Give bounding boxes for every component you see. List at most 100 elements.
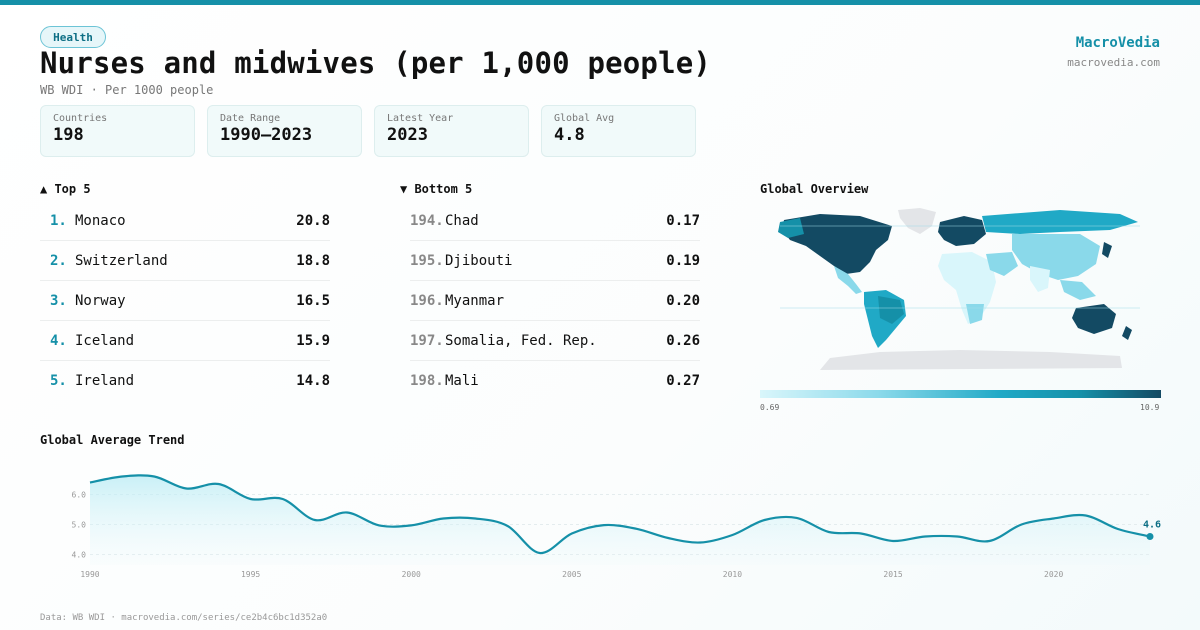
- trend-line: [89, 474, 1151, 555]
- southern-africa-region: [966, 304, 984, 324]
- list-item[interactable]: 3. Norway 16.5: [40, 281, 330, 321]
- trend-last-value: 4.6: [1143, 520, 1161, 531]
- stat-label: Date Range: [220, 113, 281, 124]
- country-name: Djibouti: [445, 252, 513, 269]
- africa-region: [938, 252, 996, 324]
- southeast-asia-region: [1060, 280, 1096, 300]
- asia-region: [1012, 234, 1100, 280]
- country-name: Myanmar: [445, 292, 505, 309]
- trend-area: [90, 475, 1150, 565]
- trend-chart[interactable]: 4.0 5.0 6.0 1990 1995 2000 2005 2010 2015 2020 4.6: [40, 455, 1170, 585]
- country-value: 0.19: [666, 252, 700, 269]
- antarctica-region: [820, 350, 1122, 370]
- y-tick-label: 6.0: [72, 491, 87, 500]
- country-value: 15.9: [296, 332, 330, 349]
- x-tick-label: 2020: [1044, 570, 1063, 579]
- x-tick-label: 1995: [241, 570, 260, 579]
- top5-heading: ▲ Top 5: [40, 182, 91, 196]
- country-value: 14.8: [296, 373, 330, 389]
- stat-card-date-range: Date Range 1990–2023: [207, 105, 362, 157]
- country-value: 0.20: [666, 292, 700, 309]
- stat-label: Global Avg: [554, 113, 615, 124]
- page-subtitle: WB WDI · Per 1000 people: [40, 83, 214, 97]
- page-title: Nurses and midwives (per 1,000 people): [40, 46, 712, 80]
- country-value: 16.5: [296, 292, 330, 309]
- country-name: Monaco: [75, 212, 126, 229]
- north-america-region: [782, 214, 892, 274]
- japan-region: [1102, 242, 1112, 258]
- brazil-region: [878, 296, 904, 324]
- list-item[interactable]: 5. Ireland 14.8: [40, 361, 330, 401]
- trend-endpoint: [1146, 533, 1154, 540]
- top-accent-bar: [0, 0, 1200, 5]
- rank-number: 195.: [410, 252, 444, 269]
- trend-heading: Global Average Trend: [40, 433, 185, 447]
- middle-east-region: [986, 252, 1018, 276]
- category-tag[interactable]: Health: [40, 26, 106, 48]
- stat-value: 1990–2023: [220, 125, 313, 145]
- australia-region: [1072, 304, 1116, 334]
- russia-region: [982, 210, 1138, 234]
- list-item[interactable]: 194. Chad 0.17: [410, 201, 700, 241]
- rank-number: 198.: [410, 373, 444, 389]
- country-value: 0.26: [666, 332, 700, 349]
- country-value: 0.17: [666, 212, 700, 229]
- rank-number: 5.: [50, 373, 67, 389]
- brand-url[interactable]: macrovedia.com: [1067, 56, 1160, 69]
- stat-value: 4.8: [554, 125, 585, 145]
- europe-region: [938, 216, 986, 246]
- map-legend-bar: [760, 390, 1161, 398]
- legend-max-label: 10.9: [1140, 403, 1160, 412]
- rank-number: 4.: [50, 332, 67, 349]
- stat-value: 198: [53, 125, 84, 145]
- legend-min-label: 0.69: [760, 403, 780, 412]
- bottom5-list: 194. Chad 0.17 195. Djibouti 0.19 196. M…: [410, 201, 700, 401]
- country-value: 0.27: [666, 373, 700, 389]
- brand-logo[interactable]: MacroVedia: [1075, 35, 1160, 51]
- stat-card-countries: Countries 198: [40, 105, 195, 157]
- x-tick-label: 2000: [402, 570, 421, 579]
- rank-number: 3.: [50, 292, 67, 309]
- alaska-region: [778, 218, 804, 238]
- list-item[interactable]: 4. Iceland 15.9: [40, 321, 330, 361]
- rank-number: 196.: [410, 292, 444, 309]
- stat-value: 2023: [387, 125, 428, 145]
- country-value: 18.8: [296, 252, 330, 269]
- list-item[interactable]: 195. Djibouti 0.19: [410, 241, 700, 281]
- country-name: Iceland: [75, 332, 135, 349]
- list-item[interactable]: 196. Myanmar 0.20: [410, 281, 700, 321]
- world-map[interactable]: [760, 200, 1160, 385]
- stat-card-global-avg: Global Avg 4.8: [541, 105, 696, 157]
- footer-source: Data: WB WDI · macrovedia.com/series/ce2…: [40, 613, 328, 623]
- country-name: Ireland: [75, 373, 135, 389]
- country-value: 20.8: [296, 212, 330, 229]
- stat-label: Latest Year: [387, 113, 454, 124]
- country-name: Somalia, Fed. Rep.: [445, 332, 597, 349]
- greenland-region: [898, 208, 936, 234]
- bottom5-heading: ▼ Bottom 5: [400, 182, 473, 196]
- list-item[interactable]: 197. Somalia, Fed. Rep. 0.26: [410, 321, 700, 361]
- country-name: Switzerland: [75, 252, 168, 269]
- x-tick-label: 1990: [80, 570, 99, 579]
- list-item[interactable]: 1. Monaco 20.8: [40, 201, 330, 241]
- stat-label: Countries: [53, 113, 108, 124]
- y-tick-label: 5.0: [72, 521, 87, 530]
- y-tick-label: 4.0: [72, 551, 87, 560]
- x-tick-label: 2015: [883, 570, 902, 579]
- x-tick-label: 2010: [723, 570, 742, 579]
- list-item[interactable]: 198. Mali 0.27: [410, 361, 700, 401]
- stat-card-latest-year: Latest Year 2023: [374, 105, 529, 157]
- top5-list: 1. Monaco 20.8 2. Switzerland 18.8 3. No…: [40, 201, 330, 401]
- central-america-region: [834, 266, 862, 294]
- country-name: Mali: [445, 373, 479, 389]
- rank-number: 2.: [50, 252, 67, 269]
- south-asia-region: [1030, 266, 1050, 292]
- map-heading: Global Overview: [760, 182, 869, 196]
- list-item[interactable]: 2. Switzerland 18.8: [40, 241, 330, 281]
- new-zealand-region: [1122, 326, 1132, 340]
- x-tick-label: 2005: [562, 570, 581, 579]
- country-name: Chad: [445, 212, 479, 229]
- rank-number: 1.: [50, 212, 67, 229]
- rank-number: 197.: [410, 332, 444, 349]
- rank-number: 194.: [410, 212, 444, 229]
